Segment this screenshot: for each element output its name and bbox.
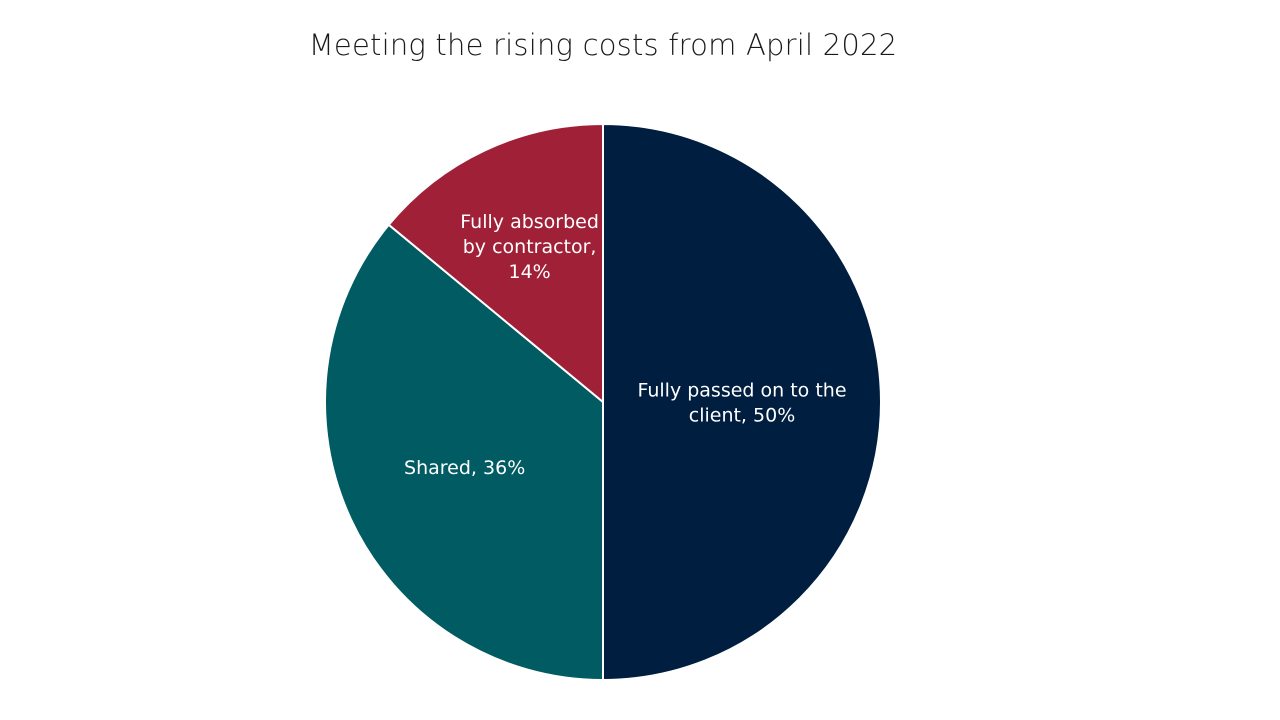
- pie-slice-2: [387, 122, 604, 405]
- slice-label-line: 14%: [508, 261, 550, 283]
- slice-label-line: by contractor,: [463, 236, 597, 258]
- pie-slice-0: [602, 122, 882, 682]
- slice-label-0: Fully passed on to the client, 50%: [637, 380, 846, 427]
- slice-label-2: Fully absorbed by contractor, 14%: [460, 211, 599, 283]
- slice-label-line: Shared, 36%: [404, 457, 525, 479]
- slice-label-line: client, 50%: [689, 405, 796, 427]
- slice-label-line: Fully passed on to the: [637, 380, 846, 402]
- slice-label-1: Shared, 36%: [404, 457, 525, 479]
- pie-slice-1: [324, 223, 604, 682]
- slice-label-line: Fully absorbed: [460, 211, 599, 233]
- pie-labels: Fully passed on to the client, 50% Shared,…: [404, 211, 846, 479]
- chart-title: Meeting the rising costs from April 2022: [308, 28, 898, 62]
- pie-slices: [324, 122, 882, 682]
